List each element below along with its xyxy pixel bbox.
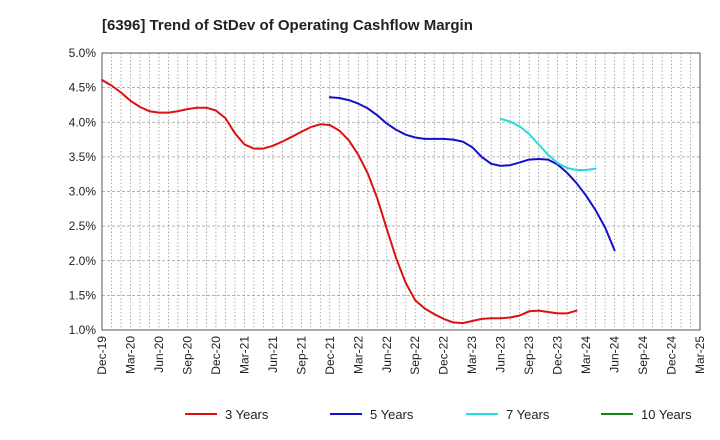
series-line-7-years (499, 117, 597, 171)
x-tick-label: Mar-25 (693, 336, 707, 374)
grid-lines (102, 53, 700, 330)
legend-label-5-years: 5 Years (370, 407, 414, 422)
x-tick-label: Mar-21 (237, 336, 251, 374)
x-tick-label: Dec-21 (323, 336, 337, 375)
y-tick-label: 3.0% (69, 185, 97, 199)
x-tick-label: Jun-24 (608, 336, 622, 373)
x-tick-label: Mar-20 (123, 336, 137, 374)
y-tick-label: 4.0% (69, 115, 97, 129)
legend-label-3-years: 3 Years (225, 407, 269, 422)
legend-label-7-years: 7 Years (506, 407, 550, 422)
y-tick-label: 1.5% (69, 288, 97, 302)
y-tick-label: 2.0% (69, 254, 97, 268)
y-tick-label: 5.0% (69, 46, 97, 60)
x-tick-label: Mar-24 (579, 336, 593, 374)
x-tick-label: Dec-20 (209, 336, 223, 375)
y-tick-label: 2.5% (69, 219, 97, 233)
chart-title: [6396] Trend of StDev of Operating Cashf… (102, 17, 473, 34)
x-tick-label: Jun-20 (152, 336, 166, 373)
series-line-5-years (328, 96, 616, 252)
x-tick-label: Jun-23 (494, 336, 508, 373)
x-tick-label: Dec-19 (95, 336, 109, 375)
legend-label-10-years: 10 Years (641, 407, 692, 422)
x-tick-label: Mar-23 (465, 336, 479, 374)
series-lines (101, 79, 616, 325)
y-tick-label: 4.5% (69, 81, 97, 95)
x-tick-label: Dec-24 (665, 336, 679, 375)
y-tick-label: 3.5% (69, 150, 97, 164)
y-tick-label: 1.0% (69, 323, 97, 337)
series-line-3-years (101, 79, 578, 325)
x-tick-label: Jun-21 (266, 336, 280, 373)
x-tick-label: Sep-20 (180, 336, 194, 375)
x-tick-label: Dec-22 (437, 336, 451, 375)
x-tick-label: Sep-23 (522, 336, 536, 375)
x-tick-label: Sep-24 (636, 336, 650, 375)
x-tick-label: Sep-22 (408, 336, 422, 375)
legend: 3 Years 5 Years 7 Years 10 Years (185, 407, 692, 422)
x-tick-label: Mar-22 (351, 336, 365, 374)
axes: 5.0%4.5%4.0%3.5%3.0%2.5%2.0%1.5%1.0%Dec-… (69, 46, 707, 375)
x-tick-label: Sep-21 (294, 336, 308, 375)
x-tick-label: Jun-22 (380, 336, 394, 373)
x-tick-label: Dec-23 (551, 336, 565, 375)
plot-frame (101, 52, 701, 331)
